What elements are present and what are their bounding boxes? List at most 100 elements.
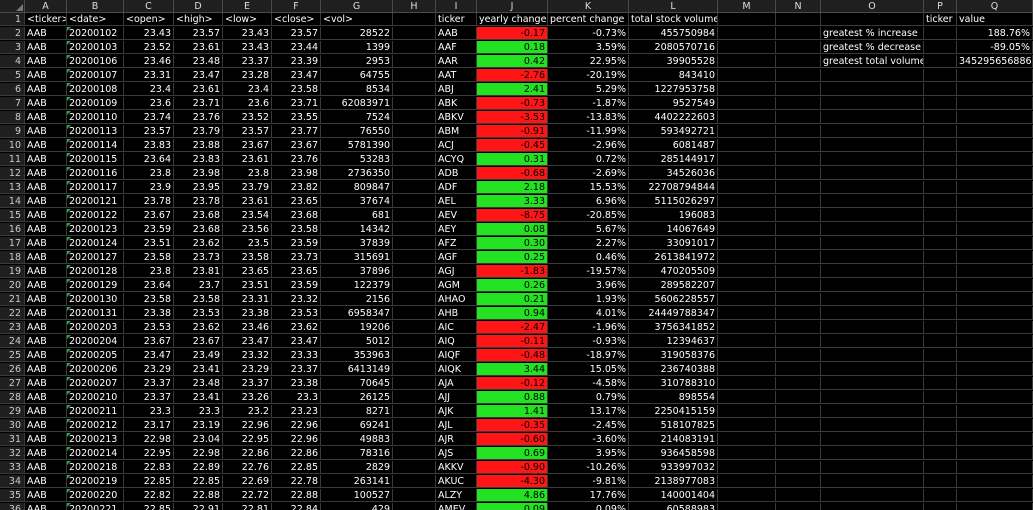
cell-I34[interactable]: AKUC <box>436 475 477 488</box>
row-header[interactable]: 20 <box>0 279 25 292</box>
cell-F21[interactable]: 23.32 <box>272 293 321 306</box>
cell-E22[interactable]: 23.38 <box>223 307 272 320</box>
cell-F4[interactable]: 23.39 <box>272 55 321 68</box>
cell-J27[interactable]: -0.12 <box>477 377 548 390</box>
cell-H24[interactable] <box>393 335 436 348</box>
cell-P4[interactable] <box>924 55 957 68</box>
cell-G3[interactable]: 1399 <box>321 41 393 54</box>
cell-P8[interactable] <box>924 111 957 124</box>
cell-O5[interactable] <box>821 69 924 82</box>
cell-H34[interactable] <box>393 475 436 488</box>
cell-F26[interactable]: 23.37 <box>272 363 321 376</box>
cell-N36[interactable] <box>776 503 821 510</box>
cell-E16[interactable]: 23.56 <box>223 223 272 236</box>
column-header[interactable]: K <box>548 0 629 13</box>
cell-N21[interactable] <box>776 293 821 306</box>
cell-Q5[interactable] <box>957 69 1033 82</box>
cell-Q18[interactable] <box>957 251 1033 264</box>
cell-L8[interactable]: 4402222603 <box>629 111 718 124</box>
cell-G22[interactable]: 6958347 <box>321 307 393 320</box>
cell-Q27[interactable] <box>957 377 1033 390</box>
cell-D30[interactable]: 23.19 <box>174 419 223 432</box>
cell-A1[interactable]: <ticker> <box>25 13 67 26</box>
cell-O31[interactable] <box>821 433 924 446</box>
cell-C31[interactable]: 22.98 <box>124 433 174 446</box>
row-header[interactable]: 34 <box>0 475 25 488</box>
cell-G20[interactable]: 122379 <box>321 279 393 292</box>
cell-C19[interactable]: 23.8 <box>124 265 174 278</box>
cell-Q21[interactable] <box>957 293 1033 306</box>
cell-P15[interactable] <box>924 209 957 222</box>
row-header[interactable]: 33 <box>0 461 25 474</box>
cell-P1[interactable]: ticker <box>924 13 957 26</box>
row-header[interactable]: 22 <box>0 307 25 320</box>
cell-E10[interactable]: 23.67 <box>223 139 272 152</box>
cell-H16[interactable] <box>393 223 436 236</box>
cell-N32[interactable] <box>776 447 821 460</box>
cell-Q2[interactable]: 188.76% <box>957 27 1033 40</box>
cell-E12[interactable]: 23.8 <box>223 167 272 180</box>
cell-A36[interactable]: AAB <box>25 503 67 510</box>
row-header[interactable]: 12 <box>0 167 25 180</box>
row-header[interactable]: 15 <box>0 209 25 222</box>
cell-E11[interactable]: 23.61 <box>223 153 272 166</box>
cell-M7[interactable] <box>718 97 776 110</box>
cell-Q26[interactable] <box>957 363 1033 376</box>
cell-M34[interactable] <box>718 475 776 488</box>
select-all-corner[interactable] <box>0 0 25 13</box>
cell-P32[interactable] <box>924 447 957 460</box>
cell-B5[interactable]: 20200107 <box>67 69 124 82</box>
cell-P30[interactable] <box>924 419 957 432</box>
cell-L36[interactable]: 60588983 <box>629 503 718 510</box>
cell-P3[interactable] <box>924 41 957 54</box>
cell-B14[interactable]: 20200121 <box>67 195 124 208</box>
row-header[interactable]: 10 <box>0 139 25 152</box>
cell-I4[interactable]: AAR <box>436 55 477 68</box>
cell-B33[interactable]: 20200218 <box>67 461 124 474</box>
cell-O30[interactable] <box>821 419 924 432</box>
cell-E5[interactable]: 23.28 <box>223 69 272 82</box>
cell-Q36[interactable] <box>957 503 1033 510</box>
cell-O2[interactable]: greatest % increase <box>821 27 924 40</box>
cell-G25[interactable]: 353963 <box>321 349 393 362</box>
row-header[interactable]: 9 <box>0 125 25 138</box>
cell-A26[interactable]: AAB <box>25 363 67 376</box>
cell-K5[interactable]: -20.19% <box>548 69 629 82</box>
cell-Q32[interactable] <box>957 447 1033 460</box>
cell-M27[interactable] <box>718 377 776 390</box>
row-header[interactable]: 21 <box>0 293 25 306</box>
cell-D33[interactable]: 22.89 <box>174 461 223 474</box>
cell-C36[interactable]: 22.85 <box>124 503 174 510</box>
cell-H14[interactable] <box>393 195 436 208</box>
column-header[interactable]: G <box>321 0 393 13</box>
cell-J19[interactable]: -1.83 <box>477 265 548 278</box>
column-header[interactable]: J <box>477 0 548 13</box>
cell-F8[interactable]: 23.55 <box>272 111 321 124</box>
cell-F17[interactable]: 23.59 <box>272 237 321 250</box>
cell-I11[interactable]: ACYQ <box>436 153 477 166</box>
column-header[interactable]: Q <box>957 0 1033 13</box>
cell-D7[interactable]: 23.71 <box>174 97 223 110</box>
cell-E9[interactable]: 23.57 <box>223 125 272 138</box>
column-header[interactable]: L <box>629 0 718 13</box>
cell-C7[interactable]: 23.6 <box>124 97 174 110</box>
cell-P18[interactable] <box>924 251 957 264</box>
cell-H36[interactable] <box>393 503 436 510</box>
cell-I32[interactable]: AJS <box>436 447 477 460</box>
cell-G4[interactable]: 2953 <box>321 55 393 68</box>
cell-L3[interactable]: 2080570716 <box>629 41 718 54</box>
cell-K11[interactable]: 0.72% <box>548 153 629 166</box>
cell-K12[interactable]: -2.69% <box>548 167 629 180</box>
cell-H33[interactable] <box>393 461 436 474</box>
cell-F33[interactable]: 22.85 <box>272 461 321 474</box>
cell-O15[interactable] <box>821 209 924 222</box>
cell-K35[interactable]: 17.76% <box>548 489 629 502</box>
cell-Q4[interactable]: 3452956568861 <box>957 55 1033 68</box>
cell-M4[interactable] <box>718 55 776 68</box>
cell-J29[interactable]: 1.41 <box>477 405 548 418</box>
cell-O35[interactable] <box>821 489 924 502</box>
cell-Q11[interactable] <box>957 153 1033 166</box>
cell-J18[interactable]: 0.25 <box>477 251 548 264</box>
cell-P28[interactable] <box>924 391 957 404</box>
cell-C22[interactable]: 23.38 <box>124 307 174 320</box>
